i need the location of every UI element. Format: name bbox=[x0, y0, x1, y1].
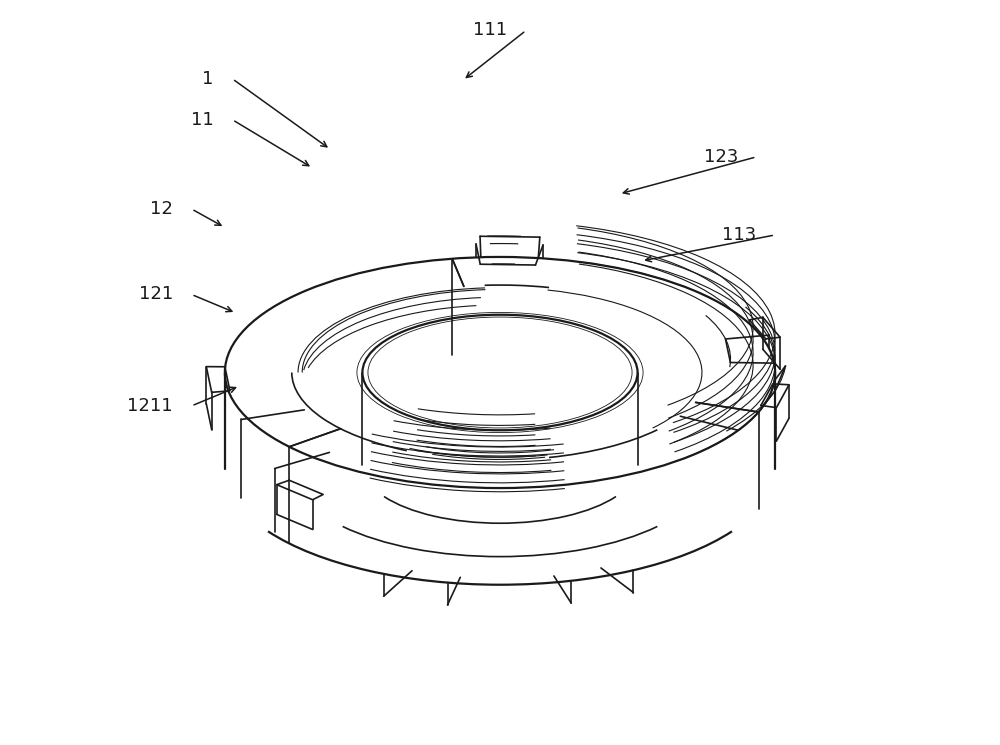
Text: 11: 11 bbox=[191, 111, 214, 129]
Text: 123: 123 bbox=[704, 148, 738, 166]
Text: 111: 111 bbox=[473, 22, 507, 39]
Text: 12: 12 bbox=[150, 200, 173, 218]
Text: 113: 113 bbox=[722, 226, 757, 244]
Text: 1: 1 bbox=[202, 70, 214, 88]
Text: 1211: 1211 bbox=[127, 397, 173, 415]
Text: 121: 121 bbox=[139, 285, 173, 303]
